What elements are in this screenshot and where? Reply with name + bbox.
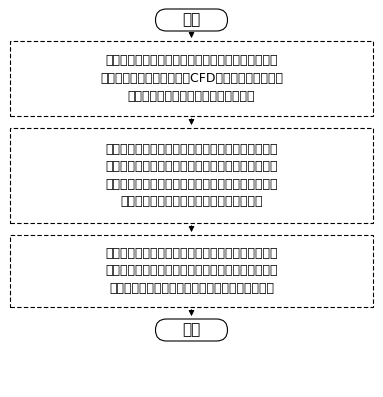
Text: 根据给定的叶型参数取値范围和低维气动设计参数，
生成叶型几何样本，并通过CFD计算叶型总压损失最
小时的最优负荷分布，生成叶型数据库: 根据给定的叶型参数取値范围和低维气动设计参数， 生成叶型几何样本，并通过CFD计… <box>100 54 283 102</box>
FancyBboxPatch shape <box>10 128 373 223</box>
FancyBboxPatch shape <box>10 235 373 307</box>
FancyBboxPatch shape <box>10 41 373 116</box>
Text: 结束: 结束 <box>182 322 201 337</box>
Text: 根据训练后的最佳负荷分布模型，计算目标低维气动
设计参数的目标最佳负荷分布，并利用叶型反设计模
型，计算出目标最佳负荷分布对应的最佳气动叶型: 根据训练后的最佳负荷分布模型，计算目标低维气动 设计参数的目标最佳负荷分布，并利… <box>105 247 278 295</box>
Text: 开始: 开始 <box>182 12 201 27</box>
Text: 基于多输出高斯过程和深度神经网络，构建最佳负荷
分布模型，并根据叶型数据库中的训练样本，通过最
小化边际似然损失函数，对最佳负荷分布模型进行训
练，以得到最佳负: 基于多输出高斯过程和深度神经网络，构建最佳负荷 分布模型，并根据叶型数据库中的训… <box>105 143 278 208</box>
FancyBboxPatch shape <box>155 319 228 341</box>
FancyBboxPatch shape <box>155 9 228 31</box>
